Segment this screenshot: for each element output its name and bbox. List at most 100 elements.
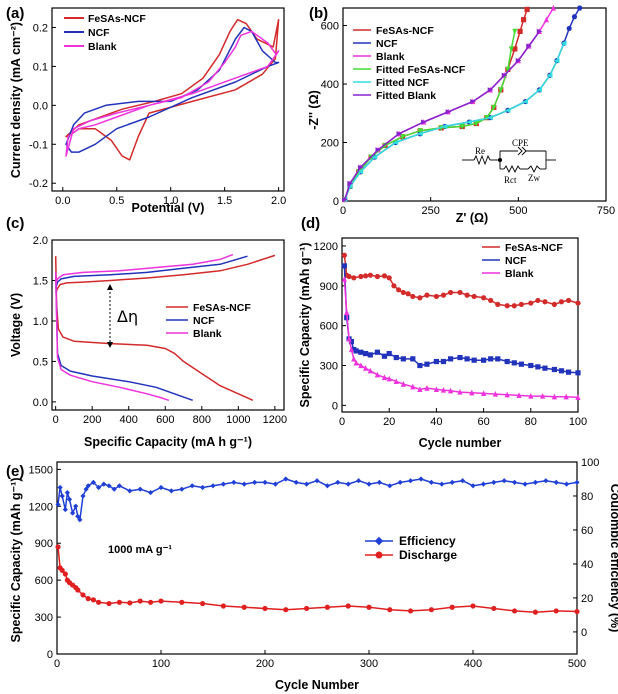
- data-point: [353, 359, 359, 366]
- data-point: [220, 603, 226, 609]
- data-point: [366, 481, 372, 487]
- legend-c-blank: Blank: [193, 328, 222, 340]
- data-point: [345, 603, 351, 609]
- data-point: [396, 131, 403, 137]
- data-point: [504, 358, 510, 365]
- series-line-fesas-ncf: [343, 255, 579, 307]
- data-point: [90, 479, 96, 485]
- data-point: [417, 131, 423, 137]
- data-point: [511, 360, 517, 366]
- data-point: [424, 361, 430, 367]
- diamond-marker-icon: [374, 536, 384, 546]
- data-point: [55, 501, 61, 508]
- data-point: [127, 488, 133, 494]
- data-point: [464, 292, 470, 298]
- panel-e-marks: 0 100 200 300 400 500 0 300 600 900 1200 1500 0 20 40 6…: [29, 457, 600, 670]
- legend-d-blank: Blank: [505, 268, 534, 280]
- data-point: [447, 289, 454, 296]
- data-point: [504, 391, 510, 398]
- data-point: [356, 478, 362, 484]
- x-tick-label: 2.0: [271, 195, 286, 207]
- data-point: [532, 609, 539, 615]
- data-point: [505, 66, 511, 73]
- data-point: [116, 483, 122, 489]
- panel-c-legend: FeSAs-NCF NCF Blank: [166, 302, 251, 340]
- legend-b-fesas: FeSAs-NCF: [376, 25, 434, 37]
- data-point: [542, 365, 548, 371]
- data-point: [376, 479, 382, 485]
- data-point: [492, 390, 498, 397]
- data-point: [543, 478, 549, 484]
- data-point: [314, 478, 320, 484]
- delta-eta-arrow: [107, 284, 113, 348]
- data-point: [386, 350, 392, 357]
- data-point: [551, 366, 557, 373]
- data-point: [358, 362, 364, 369]
- x-tick-label: 200: [256, 658, 274, 670]
- legend-b-item-fesas: FeSAs-NCF: [353, 25, 434, 37]
- panel-c-ylabel: Voltage (V): [9, 293, 23, 357]
- data-point: [283, 476, 289, 482]
- data-point: [471, 293, 477, 300]
- panel-a-marks: 0.0 0.5 1.0 1.5 2.0 -0.2 -0.1 0.0 0.1 0.2: [29, 18, 286, 207]
- panel-b-frame: [342, 7, 607, 202]
- data-point: [447, 387, 454, 394]
- data-point: [488, 356, 494, 362]
- data-point: [440, 358, 447, 365]
- data-point: [381, 353, 388, 359]
- resistor-re-icon: [473, 154, 491, 166]
- delta-eta-label: Δη: [117, 307, 138, 326]
- data-point: [560, 40, 567, 46]
- panel-e: (e) 0 100 200 300 400 500 0 300 600 900 1200 1500 0 2…: [6, 457, 618, 692]
- data-point: [410, 383, 416, 390]
- data-point: [366, 604, 372, 610]
- panel-b-xlabel: Z' (Ω): [456, 211, 488, 225]
- y2-tick-label: 20: [581, 593, 593, 605]
- data-point: [504, 303, 510, 309]
- data-point: [400, 289, 406, 296]
- panel-e-xlabel: Cycle Number: [275, 678, 359, 692]
- legend-b-fit-ncf: Fitted NCF: [376, 77, 430, 89]
- panel-a-ylabel: Current density (mA cm⁻²): [9, 22, 23, 178]
- data-point: [491, 479, 497, 485]
- data-point: [553, 608, 559, 614]
- data-point: [433, 293, 439, 300]
- y-tick-label: 0.5: [33, 356, 48, 368]
- data-point: [457, 354, 463, 361]
- y-tick-label: 600: [321, 21, 339, 33]
- series-line-blank: [343, 279, 579, 399]
- y2-tick-label: 100: [581, 457, 599, 469]
- data-point: [272, 481, 278, 487]
- data-point: [400, 381, 406, 387]
- data-point: [440, 292, 447, 298]
- data-point: [528, 300, 534, 306]
- data-point: [457, 388, 463, 395]
- data-point: [470, 98, 476, 105]
- data-point: [106, 600, 112, 607]
- data-point: [347, 180, 354, 187]
- x-tick-label: 400: [120, 414, 138, 426]
- data-point: [536, 28, 543, 34]
- data-point: [516, 392, 522, 398]
- data-point: [558, 299, 565, 305]
- warburg-icon: [527, 165, 541, 174]
- x-tick-label: 500: [509, 205, 527, 217]
- circuit-label-re: Re: [475, 146, 485, 156]
- series-line-fitted-fesas-ncf: [344, 31, 516, 200]
- data-point: [512, 28, 518, 35]
- data-point: [392, 139, 399, 146]
- panel-label-a: (a): [6, 5, 24, 22]
- data-point: [283, 607, 289, 613]
- x-tick-label: 0: [54, 658, 60, 670]
- legend-e-dis: Discharge: [399, 548, 457, 562]
- data-point: [553, 58, 560, 64]
- data-point: [460, 478, 466, 484]
- panel-e-ylabel: Specific Capacity (mAh g⁻¹): [9, 478, 23, 643]
- legend-b-fit-fesas: Fitted FeSAs-NCF: [376, 64, 466, 76]
- x-tick-label: 800: [193, 414, 211, 426]
- data-point: [424, 292, 430, 298]
- y-tick-label: 200: [321, 138, 339, 150]
- data-point: [501, 72, 508, 78]
- data-point: [504, 107, 511, 113]
